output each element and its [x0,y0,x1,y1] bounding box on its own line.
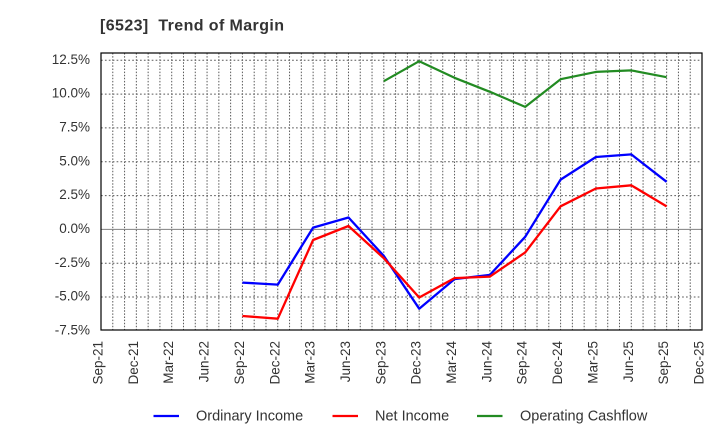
svg-text:Jun-23: Jun-23 [338,341,353,382]
svg-text:-5.0%: -5.0% [55,289,90,304]
svg-text:Mar-22: Mar-22 [161,341,176,384]
svg-text:-2.5%: -2.5% [55,255,90,270]
svg-text:Sep-25: Sep-25 [656,341,671,385]
svg-text:Jun-24: Jun-24 [479,341,494,383]
svg-text:[6523] Trend of Margin: [6523] Trend of Margin [100,18,284,35]
svg-text:Jun-25: Jun-25 [621,341,636,382]
svg-text:Dec-24: Dec-24 [550,341,565,385]
svg-text:Dec-25: Dec-25 [692,341,707,385]
svg-text:Jun-22: Jun-22 [197,341,212,382]
svg-text:Dec-22: Dec-22 [267,341,282,385]
svg-text:2.5%: 2.5% [59,187,90,202]
svg-text:Sep-21: Sep-21 [91,341,106,385]
svg-text:Ordinary Income: Ordinary Income [196,409,303,425]
svg-text:Sep-22: Sep-22 [232,341,247,385]
svg-text:Operating Cashflow: Operating Cashflow [520,409,648,425]
svg-text:Dec-21: Dec-21 [126,341,141,385]
svg-text:Mar-25: Mar-25 [585,341,600,384]
svg-text:10.0%: 10.0% [52,86,90,101]
svg-text:Mar-24: Mar-24 [444,341,459,384]
svg-text:Sep-24: Sep-24 [515,341,530,385]
svg-text:Sep-23: Sep-23 [373,341,388,385]
svg-text:Mar-23: Mar-23 [303,341,318,384]
svg-text:-7.5%: -7.5% [55,323,90,338]
svg-text:Dec-23: Dec-23 [409,341,424,385]
svg-text:0.0%: 0.0% [59,221,90,236]
svg-text:7.5%: 7.5% [59,120,90,135]
svg-text:Net Income: Net Income [375,409,449,425]
svg-text:5.0%: 5.0% [59,153,90,168]
svg-text:12.5%: 12.5% [52,52,90,67]
